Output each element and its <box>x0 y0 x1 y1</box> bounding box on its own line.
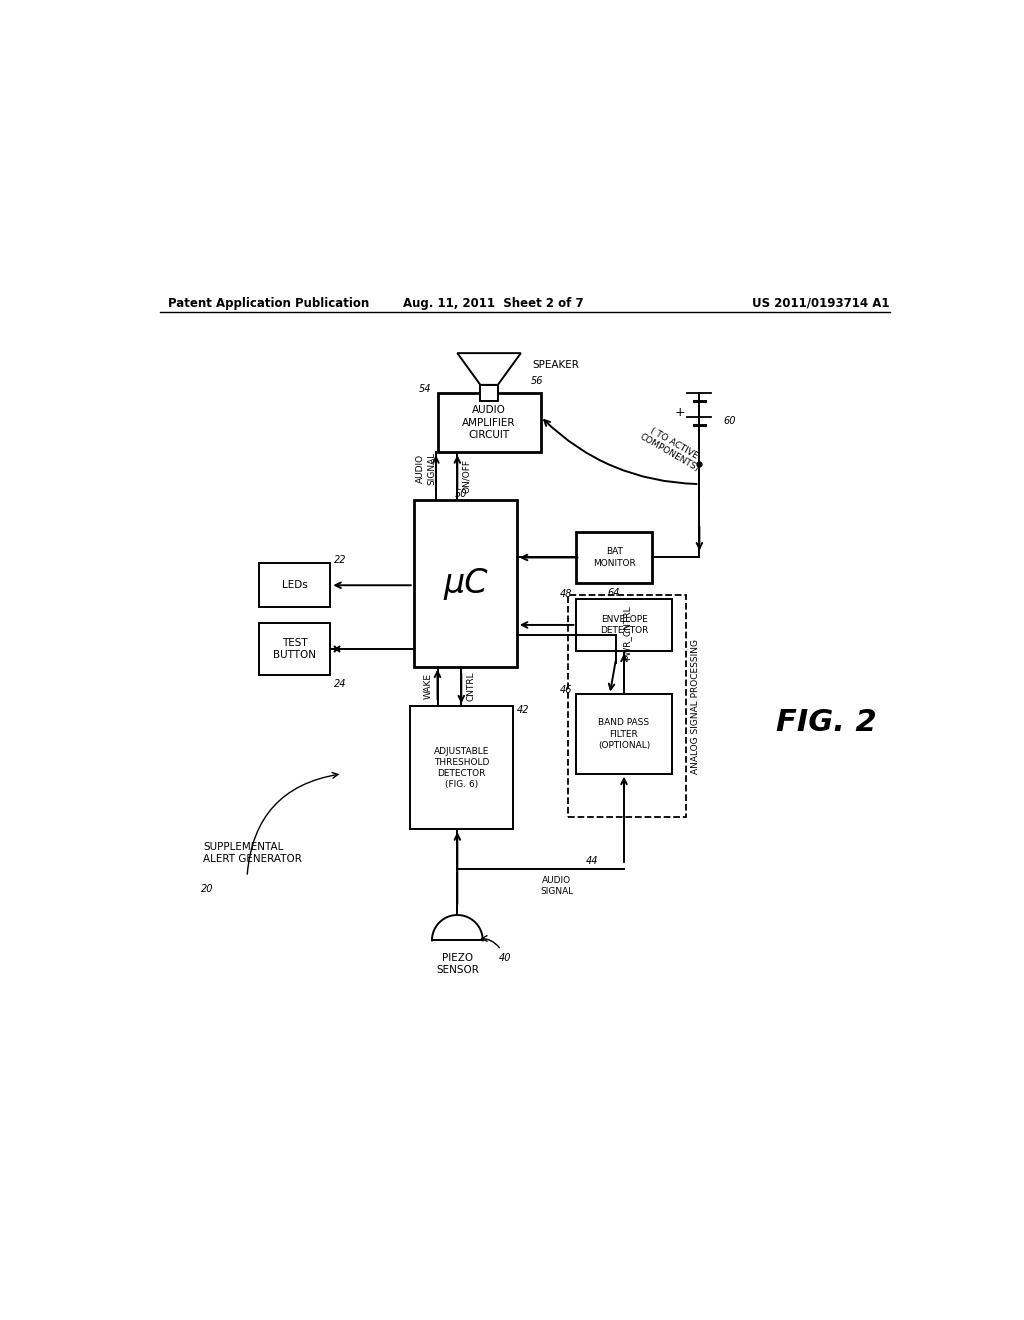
Text: AUDIO
SIGNAL: AUDIO SIGNAL <box>417 451 436 484</box>
Text: Aug. 11, 2011  Sheet 2 of 7: Aug. 11, 2011 Sheet 2 of 7 <box>402 297 584 310</box>
Text: BAT
MONITOR: BAT MONITOR <box>593 548 636 568</box>
Text: 50: 50 <box>455 488 468 499</box>
Text: FIG. 2: FIG. 2 <box>776 708 877 737</box>
Text: 42: 42 <box>517 705 529 715</box>
Text: AUDIO
SIGNAL: AUDIO SIGNAL <box>540 876 573 896</box>
Text: ADJUSTABLE
THRESHOLD
DETECTOR
(FIG. 6): ADJUSTABLE THRESHOLD DETECTOR (FIG. 6) <box>433 747 489 789</box>
Bar <box>480 385 498 401</box>
Text: SPEAKER: SPEAKER <box>532 360 580 370</box>
Text: 64: 64 <box>608 587 621 598</box>
Text: 24: 24 <box>334 678 347 689</box>
Text: 44: 44 <box>586 857 598 866</box>
Text: 56: 56 <box>531 376 544 385</box>
Text: ENVELOPE
DETECTOR: ENVELOPE DETECTOR <box>600 615 648 635</box>
Bar <box>577 532 651 583</box>
Text: 48: 48 <box>560 590 572 599</box>
Text: 54: 54 <box>419 384 431 393</box>
Bar <box>568 595 686 817</box>
Text: PWR_CNTRL: PWR_CNTRL <box>622 606 631 660</box>
Text: BAND PASS
FILTER
(OPTIONAL): BAND PASS FILTER (OPTIONAL) <box>598 718 650 750</box>
Text: AUDIO
AMPLIFIER
CIRCUIT: AUDIO AMPLIFIER CIRCUIT <box>463 405 516 440</box>
Bar <box>577 694 672 774</box>
Text: 46: 46 <box>560 685 572 694</box>
Text: +: + <box>674 407 685 420</box>
Text: CNTRL: CNTRL <box>466 672 475 701</box>
Bar <box>414 500 517 667</box>
Bar <box>437 393 541 453</box>
Text: Patent Application Publication: Patent Application Publication <box>168 297 369 310</box>
Bar <box>577 599 672 651</box>
Text: μC: μC <box>443 566 487 599</box>
Bar <box>259 623 331 675</box>
Text: ( TO ACTIVE
COMPONENTS): ( TO ACTIVE COMPONENTS) <box>638 422 706 474</box>
Text: 22: 22 <box>334 556 347 565</box>
Text: SUPPLEMENTAL
ALERT GENERATOR: SUPPLEMENTAL ALERT GENERATOR <box>204 842 302 865</box>
Text: 40: 40 <box>499 953 511 962</box>
Text: ON/OFF: ON/OFF <box>463 459 471 494</box>
Text: US 2011/0193714 A1: US 2011/0193714 A1 <box>753 297 890 310</box>
Text: ANALOG SIGNAL PROCESSING: ANALOG SIGNAL PROCESSING <box>691 639 700 774</box>
Text: WAKE: WAKE <box>424 673 432 700</box>
Text: TEST
BUTTON: TEST BUTTON <box>273 638 316 660</box>
Text: PIEZO
SENSOR: PIEZO SENSOR <box>436 953 479 975</box>
Polygon shape <box>458 354 521 385</box>
Bar <box>410 706 513 829</box>
Text: 60: 60 <box>723 416 735 425</box>
Bar <box>259 564 331 607</box>
Text: LEDs: LEDs <box>282 581 307 590</box>
Text: 20: 20 <box>201 884 214 894</box>
